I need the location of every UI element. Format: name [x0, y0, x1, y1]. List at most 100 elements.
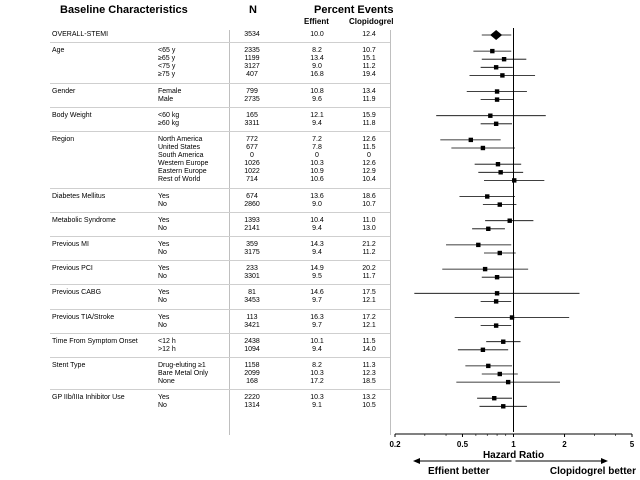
n-value: 233	[246, 265, 258, 273]
clopidogrel-percent: 11.7	[362, 273, 376, 281]
clopidogrel-percent: 11.3	[362, 361, 376, 369]
effient-percent: 10.6	[310, 176, 324, 184]
point-estimate	[500, 73, 505, 78]
subgroup-label: Yes	[158, 394, 170, 402]
clopidogrel-percent: 11.5	[362, 144, 376, 151]
subgroup-label: Yes	[158, 289, 170, 297]
n-value: 168	[246, 378, 258, 386]
group-separator	[50, 106, 390, 108]
effient-percent: 10.3	[310, 394, 324, 402]
n-value: 81	[248, 289, 256, 297]
group-separator	[50, 187, 390, 189]
subgroup-label: Eastern Europe	[158, 168, 207, 176]
subgroup-label: <12 h	[158, 337, 176, 345]
effient-percent: 14.9	[310, 265, 324, 273]
clopidogrel-column-header: Clopidogrel	[349, 17, 394, 26]
subgroup-label: No	[158, 249, 167, 256]
subgroup-label: Yes	[158, 192, 170, 200]
n-value: 772	[246, 135, 258, 143]
n-value: 1314	[244, 402, 260, 410]
n-column-header: N	[249, 4, 257, 16]
clopidogrel-percent: 17.2	[362, 313, 376, 321]
subgroup-label: Yes	[158, 313, 170, 321]
clopidogrel-better-label: Clopidogrel better	[550, 466, 636, 477]
n-value: 714	[246, 176, 258, 184]
n-value: 3453	[244, 297, 260, 305]
point-estimate	[494, 275, 500, 280]
effient-percent: 14.3	[310, 240, 324, 248]
clopidogrel-percent: 10.7	[362, 200, 376, 208]
effient-percent: 10.3	[310, 370, 324, 377]
clopidogrel-percent: 20.2	[362, 265, 376, 273]
clopidogrel-percent: 18.5	[362, 378, 376, 386]
group-separator	[50, 284, 390, 286]
point-estimate	[501, 339, 506, 344]
point-estimate	[492, 396, 497, 401]
effient-percent: 9.7	[312, 321, 322, 329]
effient-percent: 9.7	[312, 297, 322, 305]
group-label: Previous CABG	[52, 289, 102, 297]
group-label: Gender	[52, 87, 76, 95]
effient-percent: 14.6	[310, 289, 324, 297]
x-tick-label: 1	[511, 440, 516, 449]
effient-percent: 10.1	[310, 337, 324, 345]
clopidogrel-percent: 12.1	[362, 321, 376, 329]
effient-percent: 9.1	[312, 402, 322, 410]
n-value: 1393	[244, 216, 260, 224]
n-value: 3311	[244, 119, 260, 127]
x-tick-label: 2	[562, 440, 567, 449]
clopidogrel-percent: 14.0	[362, 345, 376, 353]
clopidogrel-percent: 17.5	[362, 289, 376, 297]
effient-percent: 9.4	[312, 224, 322, 232]
group-label: OVERALL-STEMI	[52, 31, 109, 38]
clopidogrel-percent: 11.5	[362, 337, 376, 345]
effient-percent: 13.6	[310, 192, 324, 200]
subgroup-label: South America	[158, 152, 204, 160]
clopidogrel-percent: 11.2	[362, 63, 376, 71]
n-value: 1026	[244, 160, 260, 168]
point-estimate	[501, 404, 506, 409]
subgroup-label: No	[158, 402, 167, 410]
subgroup-label: <75 y	[158, 63, 176, 71]
group-label: Diabetes Mellitus	[52, 192, 106, 200]
n-value: 407	[246, 71, 258, 79]
subgroup-label: Bare Metal Only	[158, 370, 209, 377]
group-label: Metabolic Syndrome	[52, 216, 116, 224]
group-label: Region	[52, 135, 75, 143]
n-value: 1022	[244, 168, 260, 176]
subgroup-label: >12 h	[158, 345, 176, 353]
point-estimate	[480, 145, 486, 151]
effient-percent: 16.8	[310, 71, 324, 79]
subgroup-label: None	[158, 378, 175, 386]
left-arrow-head	[413, 458, 420, 464]
point-estimate	[509, 315, 515, 320]
clopidogrel-percent: 15.1	[362, 55, 376, 63]
group-label: Previous PCI	[52, 265, 93, 273]
percent-events-header: Percent Events	[314, 4, 394, 16]
n-value: 0	[250, 152, 254, 160]
point-estimate	[493, 121, 499, 126]
x-tick-label: 0.5	[457, 440, 469, 449]
point-estimate	[495, 162, 501, 167]
group-label: Previous TIA/Stroke	[52, 313, 115, 321]
group-separator	[50, 260, 390, 262]
subgroup-label: Yes	[158, 265, 170, 273]
column-divider-n	[229, 30, 230, 435]
subgroup-label: Yes	[158, 216, 170, 224]
clopidogrel-percent: 11.9	[362, 95, 376, 103]
point-estimate	[498, 170, 503, 175]
clopidogrel-percent: 11.2	[362, 249, 376, 256]
point-estimate	[485, 194, 490, 199]
clopidogrel-percent: 21.2	[362, 240, 376, 248]
n-value: 3534	[244, 31, 260, 38]
clopidogrel-percent: 11.8	[362, 119, 376, 127]
n-value: 3421	[244, 321, 260, 329]
effient-percent: 10.8	[310, 87, 324, 95]
group-separator	[50, 211, 390, 213]
group-separator	[50, 235, 390, 237]
effient-percent: 9.0	[312, 63, 322, 71]
clopidogrel-percent: 12.1	[362, 297, 376, 305]
point-estimate	[490, 48, 495, 54]
point-estimate	[493, 323, 499, 328]
